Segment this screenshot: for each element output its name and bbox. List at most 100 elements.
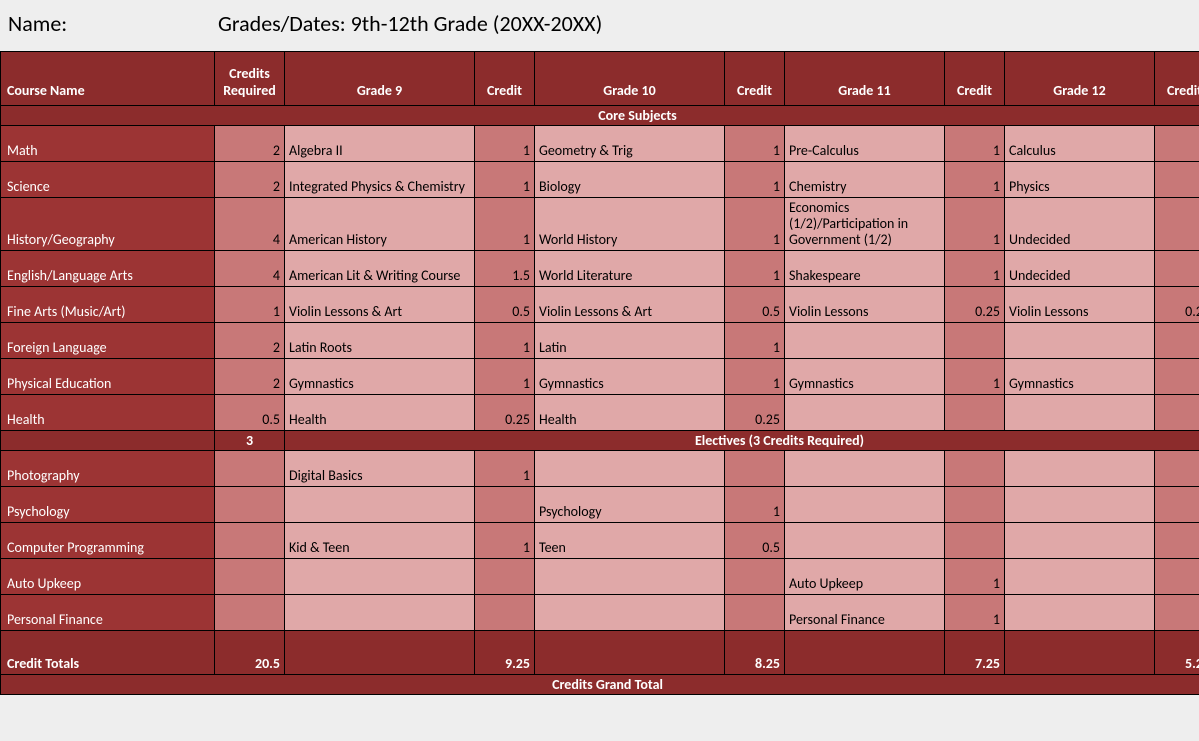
grade12-cell [1005,487,1155,523]
table-row: Science2Integrated Physics & Chemistry1B… [1,162,1199,198]
credits-required-cell: 1 [215,287,285,323]
course-cell: Personal Finance [1,595,215,631]
credit12-cell [1155,323,1199,359]
credit9-cell: 1 [475,126,535,162]
grade9-cell [285,487,475,523]
credit11-cell: 1 [945,198,1005,251]
grade9-cell: Latin Roots [285,323,475,359]
grade11-cell: Shakespeare [785,251,945,287]
table-row: Auto UpkeepAuto Upkeep11 [1,559,1199,595]
credit9-cell: 1 [475,523,535,559]
grade12-cell [1005,523,1155,559]
grand-total-row: Credits Grand Total30 [1,675,1199,695]
grade10-cell [535,595,725,631]
grade9-cell: Kid & Teen [285,523,475,559]
credit-totals-c10: 8.25 [725,631,785,675]
name-label: Name: [8,10,218,37]
course-cell: Health [1,395,215,431]
credit-totals-c9: 9.25 [475,631,535,675]
grade11-cell: Chemistry [785,162,945,198]
credit9-cell: 1 [475,162,535,198]
grades-dates-label: Grades/Dates: 9th-12th Grade (20XX-20XX) [218,10,602,37]
grade9-cell [285,595,475,631]
electives-required: 3 [215,431,285,451]
credits-required-cell: 4 [215,198,285,251]
credits-required-cell: 2 [215,359,285,395]
hdr-credits-required: Credits Required [215,52,285,106]
credits-required-cell [215,523,285,559]
grade10-cell: Gymnastics [535,359,725,395]
credit11-cell [945,395,1005,431]
blank [535,631,725,675]
credit-totals-c11: 7.25 [945,631,1005,675]
course-cell: English/Language Arts [1,251,215,287]
course-cell: Math [1,126,215,162]
hdr-credit11: Credit [945,52,1005,106]
grade11-cell [785,395,945,431]
credit12-cell: 1 [1155,251,1199,287]
grade11-cell: Pre-Calculus [785,126,945,162]
grade9-cell: Digital Basics [285,451,475,487]
course-cell: Auto Upkeep [1,559,215,595]
credit9-cell: 1 [475,323,535,359]
grade9-cell: American History [285,198,475,251]
table-row: History/Geography4American History1World… [1,198,1199,251]
blank [1005,631,1155,675]
blank [785,631,945,675]
table-row: English/Language Arts4American Lit & Wri… [1,251,1199,287]
grade12-cell: Undecided [1005,198,1155,251]
course-cell: Computer Programming [1,523,215,559]
table-row: PsychologyPsychology11 [1,487,1199,523]
course-cell: Fine Arts (Music/Art) [1,287,215,323]
credit9-cell: 0.5 [475,287,535,323]
grade9-cell: Integrated Physics & Chemistry [285,162,475,198]
credit-totals-row: Credit Totals20.59.258.257.255.25 [1,631,1199,675]
credit10-cell [725,595,785,631]
credit11-cell: 1 [945,126,1005,162]
credit10-cell: 0.5 [725,523,785,559]
grade11-cell: Economics (1/2)/Participation in Governm… [785,198,945,251]
credit12-cell: 1 [1155,126,1199,162]
grade10-cell: Teen [535,523,725,559]
credit9-cell [475,559,535,595]
credit10-cell: 1 [725,162,785,198]
credit10-cell: 1 [725,323,785,359]
transcript-sheet: Name: Grades/Dates: 9th-12th Grade (20XX… [0,0,1199,695]
grade10-cell [535,559,725,595]
credit12-cell [1155,523,1199,559]
grade12-cell [1005,323,1155,359]
credit10-cell: 1 [725,487,785,523]
credit12-cell [1155,595,1199,631]
credit10-cell [725,559,785,595]
credit11-cell [945,523,1005,559]
blank [285,631,475,675]
grade12-cell: Gymnastics [1005,359,1155,395]
table-row: Fine Arts (Music/Art)1Violin Lessons & A… [1,287,1199,323]
transcript-table: Course Name Credits Required Grade 9 Cre… [0,51,1199,695]
grade10-cell: Health [535,395,725,431]
credit9-cell: 1 [475,451,535,487]
credit11-cell [945,323,1005,359]
credit10-cell [725,451,785,487]
credit12-cell: 1 [1155,162,1199,198]
credit10-cell: 1 [725,251,785,287]
top-labels: Name: Grades/Dates: 9th-12th Grade (20XX… [0,0,1199,51]
credits-required-cell: 2 [215,162,285,198]
credit10-cell: 0.25 [725,395,785,431]
credits-required-cell: 2 [215,323,285,359]
credits-required-cell [215,559,285,595]
section-bar: Core Subjects [1,106,1199,126]
hdr-credit9: Credit [475,52,535,106]
credits-required-cell [215,487,285,523]
credit11-cell: 1 [945,359,1005,395]
hdr-credit12: Credit [1155,52,1199,106]
credit12-cell: 1 [1155,359,1199,395]
table-row: Health0.5Health0.25Health0.250.5 [1,395,1199,431]
grade9-cell: Algebra II [285,126,475,162]
credit10-cell: 0.5 [725,287,785,323]
credit10-cell: 1 [725,126,785,162]
course-cell: Science [1,162,215,198]
course-cell: Physical Education [1,359,215,395]
hdr-grade10: Grade 10 [535,52,725,106]
section-label: Electives (3 Credits Required) [285,431,1199,451]
